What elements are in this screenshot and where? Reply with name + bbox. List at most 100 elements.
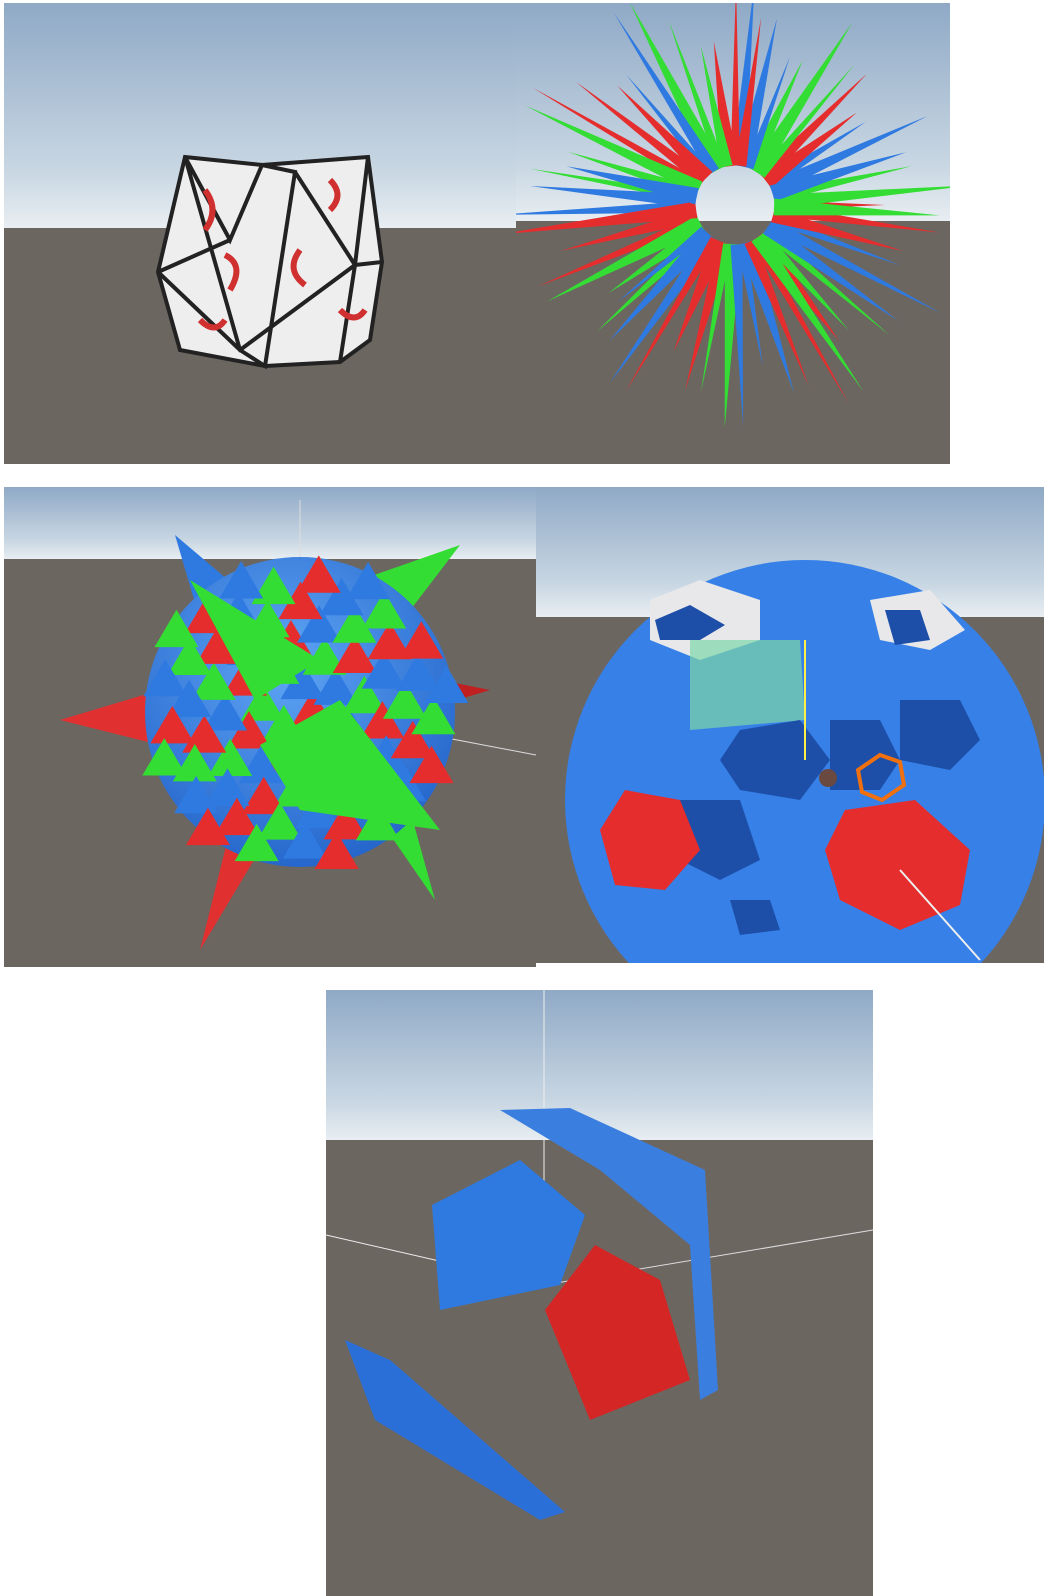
g-shape	[680, 700, 980, 935]
polygon-shape	[190, 580, 320, 700]
facet	[744, 239, 809, 386]
facet	[362, 591, 407, 629]
facet	[757, 230, 849, 331]
facet	[738, 239, 794, 393]
facet	[251, 566, 296, 605]
facet	[241, 776, 286, 815]
facet	[302, 637, 347, 675]
facet	[214, 797, 259, 836]
facet	[749, 22, 853, 177]
facet	[219, 561, 264, 599]
g-shape	[197, 177, 368, 331]
facet	[342, 675, 387, 714]
path-shape	[202, 188, 216, 232]
facet	[630, 3, 725, 175]
facet	[529, 186, 697, 209]
facet	[409, 745, 454, 784]
facet	[346, 561, 391, 600]
facet	[278, 581, 323, 620]
facet	[332, 635, 377, 674]
path-shape	[327, 177, 341, 213]
facet	[617, 226, 708, 302]
facet	[282, 821, 327, 859]
panel-pentagons	[326, 990, 873, 1596]
facet	[167, 679, 212, 718]
facet	[737, 243, 763, 367]
facet	[765, 121, 866, 189]
polygon-shape	[825, 800, 970, 930]
polygon-shape	[155, 154, 385, 369]
line-shape	[899, 869, 981, 961]
facet	[367, 621, 412, 660]
facet	[750, 237, 849, 403]
facet	[424, 665, 469, 703]
rect-shape	[4, 487, 536, 559]
facet	[700, 45, 733, 168]
polygon-shape	[690, 640, 805, 730]
facet	[668, 20, 727, 170]
polygon-shape	[545, 1245, 690, 1420]
facet	[525, 105, 703, 195]
polygon-shape	[60, 690, 160, 745]
facet	[399, 621, 444, 659]
facet	[296, 555, 341, 593]
facet	[767, 116, 928, 195]
facet	[208, 738, 253, 776]
path-shape	[337, 307, 368, 321]
facet	[382, 681, 427, 719]
facet	[701, 243, 733, 392]
facet	[617, 85, 713, 183]
facet	[323, 802, 368, 840]
facet	[297, 605, 342, 643]
facet	[143, 659, 188, 697]
polygon-shape	[345, 1340, 565, 1520]
facet	[576, 81, 708, 186]
polyline-shape	[354, 260, 383, 267]
polyline-shape	[156, 156, 370, 353]
facet	[673, 237, 728, 352]
facet	[609, 228, 715, 341]
facet	[396, 653, 441, 691]
facet	[538, 214, 701, 287]
polygon-shape	[680, 800, 760, 880]
polygon-shape	[260, 700, 440, 830]
facet	[313, 667, 358, 705]
facet	[516, 201, 698, 234]
polygon-shape	[655, 605, 725, 640]
facet	[762, 221, 899, 321]
panel-icosahedron	[4, 3, 516, 464]
panel-spiked-sphere	[4, 487, 536, 967]
polygon-shape	[830, 720, 900, 790]
facet	[769, 152, 907, 202]
facet	[154, 609, 199, 648]
facet	[185, 807, 230, 846]
facet	[773, 198, 940, 216]
facet	[205, 768, 250, 806]
facet	[730, 244, 744, 426]
facet	[150, 705, 195, 744]
facet	[734, 17, 762, 167]
facet	[626, 74, 714, 178]
polygon-shape	[855, 752, 907, 803]
facet	[167, 637, 212, 676]
facet	[614, 12, 719, 175]
facet	[226, 711, 271, 749]
facet	[609, 233, 719, 384]
facet	[757, 73, 867, 183]
polygon-shape	[500, 1108, 718, 1400]
facet	[234, 823, 279, 862]
facet	[174, 775, 219, 814]
panel-star	[516, 3, 950, 464]
rect-shape	[326, 990, 873, 1140]
g-shape	[516, 3, 950, 428]
facet	[757, 64, 855, 178]
facet	[411, 696, 456, 735]
path-shape	[197, 317, 228, 331]
polygon-shape	[730, 900, 780, 935]
facet	[280, 661, 325, 700]
circle-shape	[819, 769, 837, 787]
facet	[191, 662, 236, 700]
facet	[142, 738, 187, 776]
facet	[195, 626, 240, 664]
